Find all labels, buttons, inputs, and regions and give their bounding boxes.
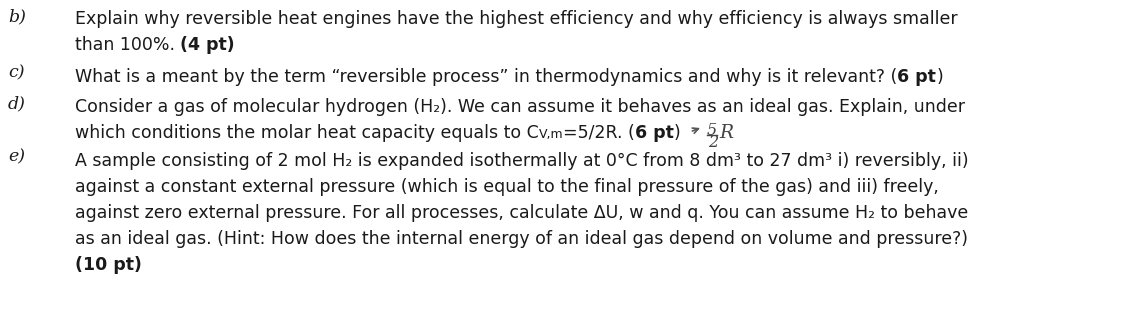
- Text: 6 pt: 6 pt: [898, 68, 936, 86]
- Text: 5: 5: [707, 122, 717, 139]
- Text: d): d): [8, 95, 26, 112]
- Text: against zero external pressure. For all processes, calculate ΔU, w and q. You ca: against zero external pressure. For all …: [75, 204, 968, 222]
- Text: as an ideal gas. (Hint: How does the internal energy of an ideal gas depend on v: as an ideal gas. (Hint: How does the int…: [75, 230, 968, 248]
- Text: R: R: [720, 124, 734, 142]
- Text: (4 pt): (4 pt): [180, 36, 235, 54]
- Text: Consider a gas of molecular hydrogen (H₂). We can assume it behaves as an ideal : Consider a gas of molecular hydrogen (H₂…: [75, 98, 965, 116]
- Text: which conditions the molar heat capacity equals to C: which conditions the molar heat capacity…: [75, 124, 539, 142]
- Text: =5/2R. (: =5/2R. (: [563, 124, 636, 142]
- Text: A sample consisting of 2 mol H₂ is expanded isothermally at 0°C from 8 dm³ to 27: A sample consisting of 2 mol H₂ is expan…: [75, 152, 968, 170]
- Text: 6 pt: 6 pt: [636, 124, 674, 142]
- Text: ): ): [936, 68, 943, 86]
- Text: against a constant external pressure (which is equal to the final pressure of th: against a constant external pressure (wh…: [75, 178, 939, 196]
- Text: c): c): [8, 64, 25, 81]
- Text: than 100%.: than 100%.: [75, 36, 180, 54]
- Text: 2: 2: [708, 134, 717, 151]
- Text: V,m: V,m: [539, 128, 563, 141]
- Text: What is a meant by the term “reversible process” in thermodynamics and why is it: What is a meant by the term “reversible …: [75, 68, 898, 86]
- Text: ): ): [674, 124, 681, 142]
- Text: e): e): [8, 148, 25, 165]
- Text: Explain why reversible heat engines have the highest efficiency and why efficien: Explain why reversible heat engines have…: [75, 10, 958, 28]
- Text: (10 pt): (10 pt): [75, 256, 142, 274]
- Text: b): b): [8, 8, 26, 25]
